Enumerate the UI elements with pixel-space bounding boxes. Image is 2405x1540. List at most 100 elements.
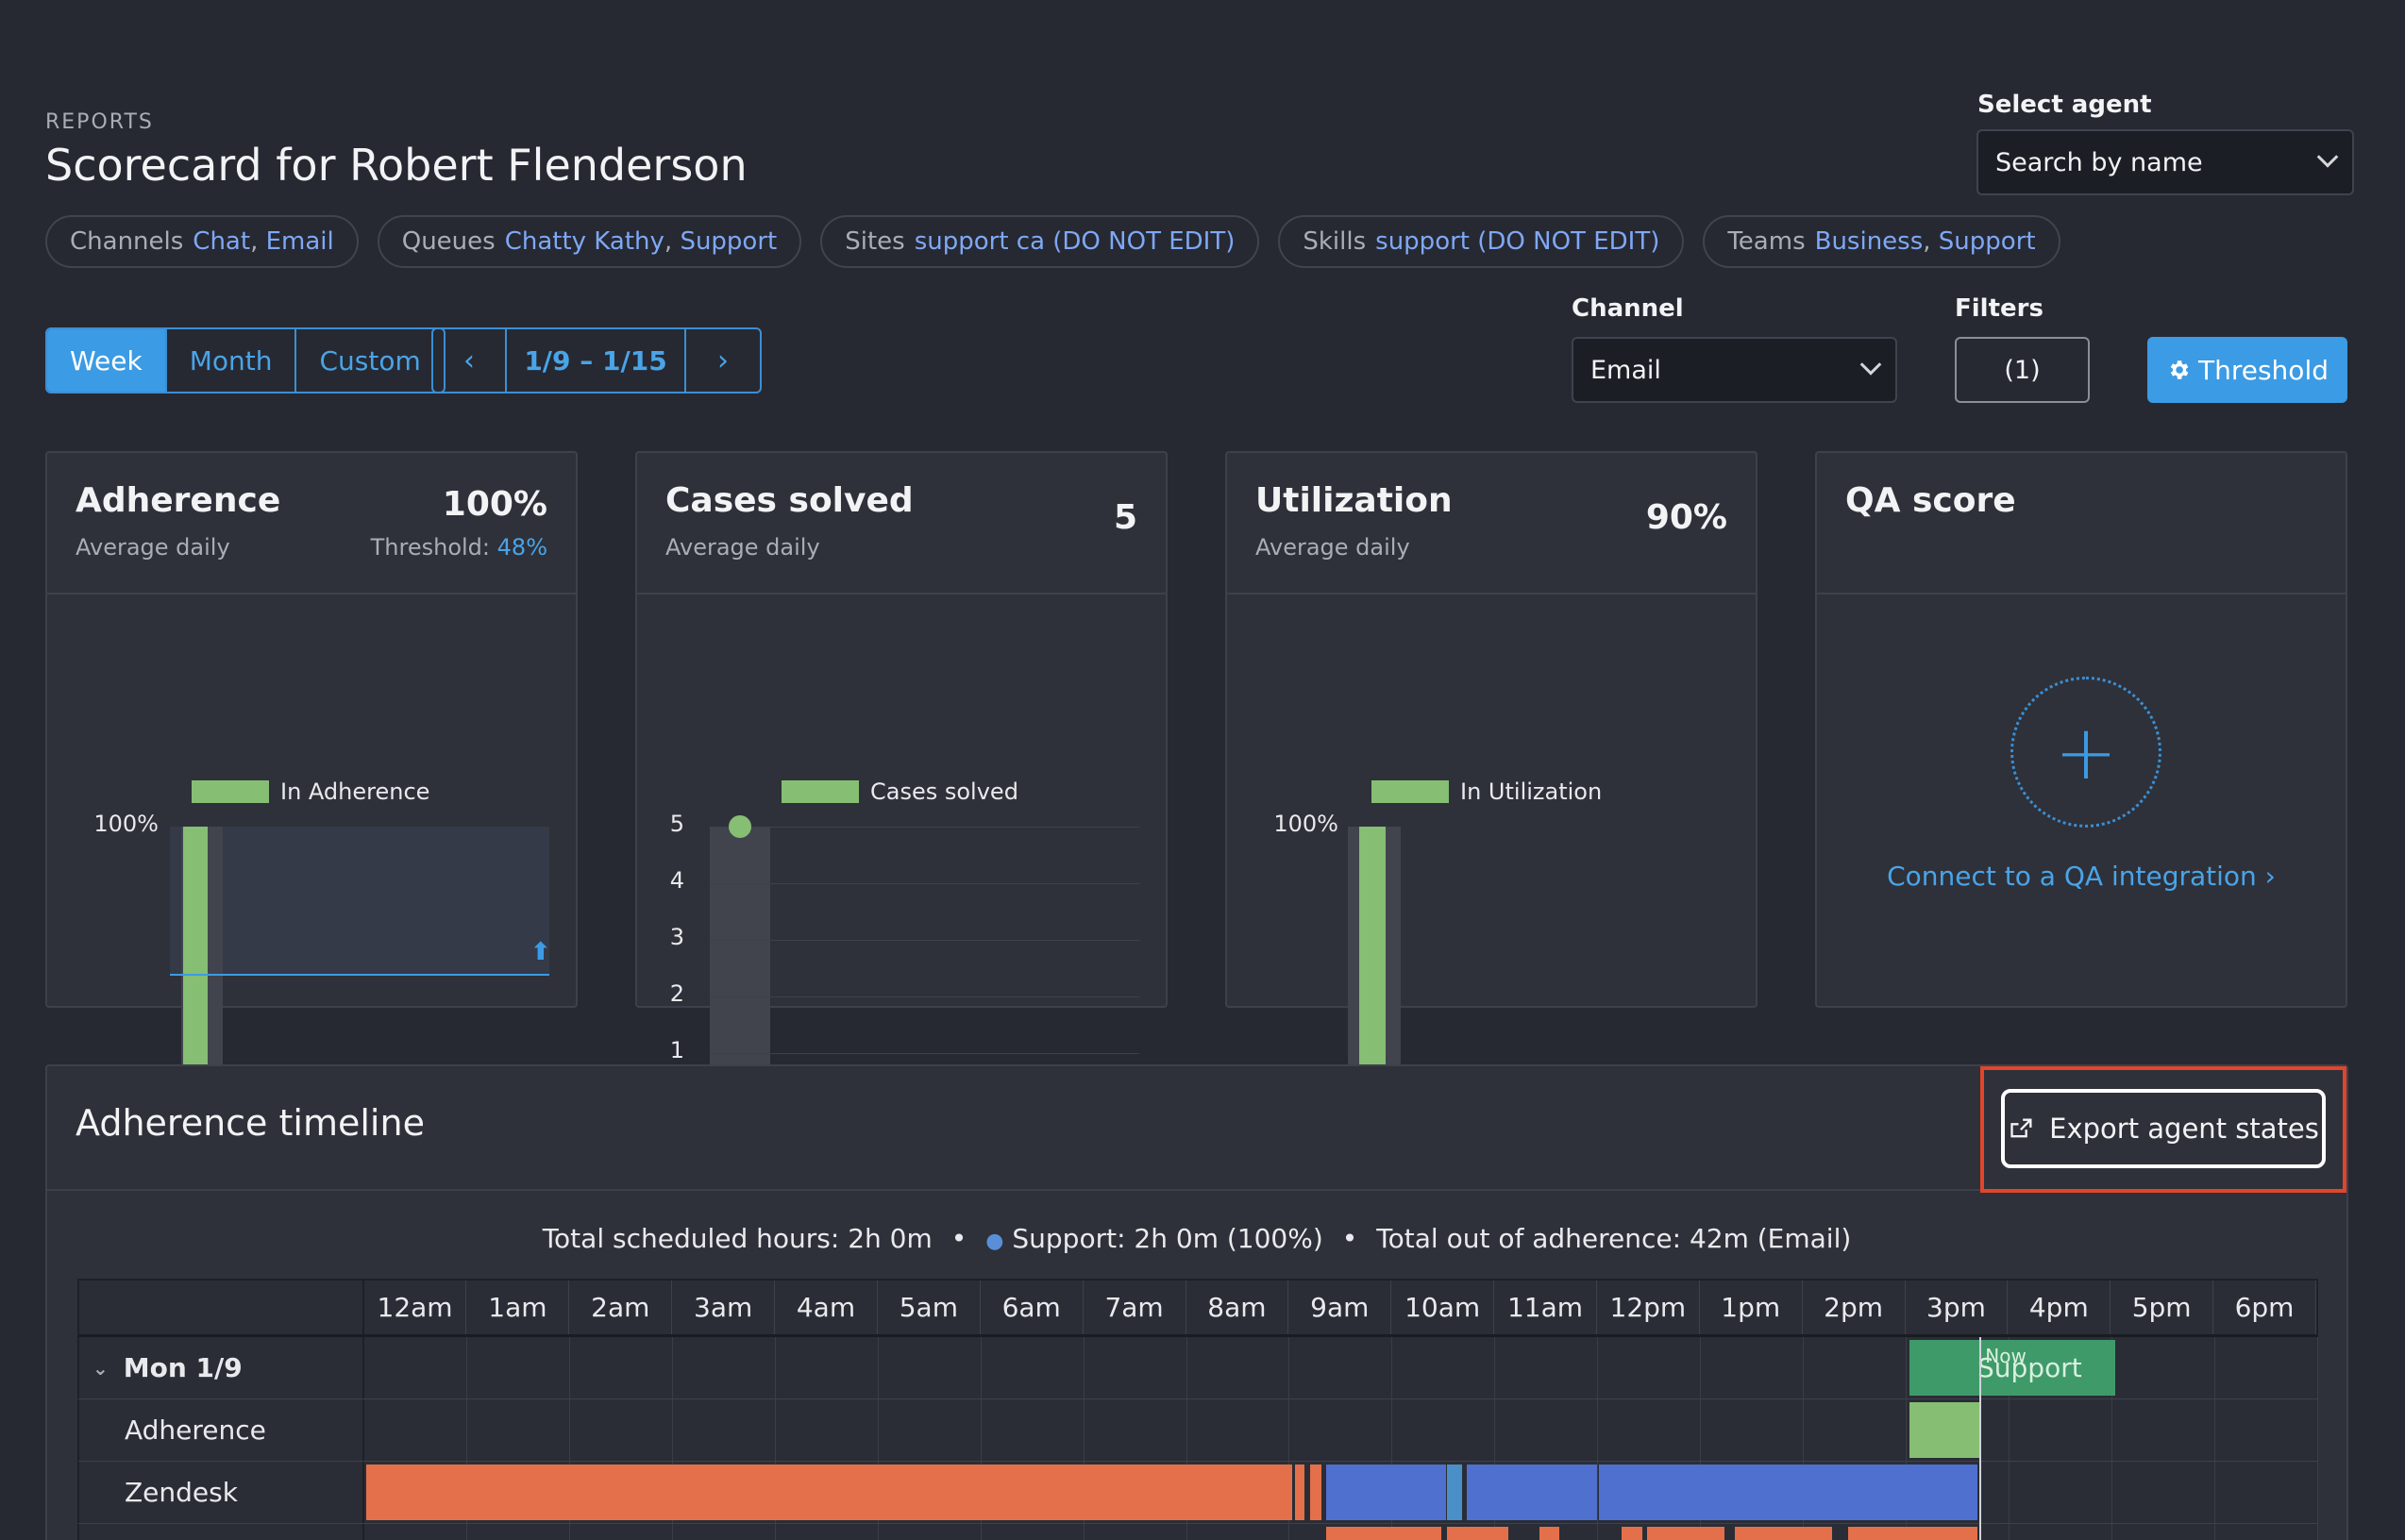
hour-cell <box>1392 1337 1496 1398</box>
channel-value: Email <box>1590 355 1661 385</box>
hour-label: 8am <box>1186 1281 1289 1334</box>
hour-label: 1am <box>466 1281 570 1334</box>
in-adherence-block[interactable] <box>1909 1402 1982 1458</box>
y-tick-label: 4 <box>669 867 684 894</box>
email-state-block[interactable] <box>1467 1465 1597 1520</box>
email-state-block[interactable] <box>1598 1465 1977 1520</box>
out-of-adherence-block[interactable] <box>1847 1527 1977 1540</box>
chart-legend: Cases solved <box>782 778 1018 805</box>
email-state-block[interactable] <box>1446 1465 1462 1520</box>
connect-qa-link[interactable]: Connect to a QA integration › <box>1887 861 2276 892</box>
speech-icon: ● <box>985 1230 1004 1253</box>
tab-month[interactable]: Month <box>167 329 297 392</box>
channel-label: Channel <box>1572 294 1684 323</box>
legend-label: Cases solved <box>870 778 1018 805</box>
out-of-adherence-block[interactable] <box>366 1465 1292 1520</box>
agent-search-value: Search by name <box>1995 147 2203 177</box>
out-of-adherence-block[interactable] <box>1309 1465 1321 1520</box>
hour-cell <box>2215 1524 2318 1540</box>
gridline <box>710 940 1139 941</box>
hour-cell <box>879 1337 982 1398</box>
hour-label: 2am <box>569 1281 673 1334</box>
threshold-button[interactable]: Threshold <box>2147 337 2347 403</box>
chip-teams[interactable]: Teams Business, Support <box>1703 215 2060 268</box>
gridline <box>710 883 1139 884</box>
y-tick-label: 1 <box>669 1037 684 1063</box>
period-tabs: Week Month Custom <box>45 327 446 393</box>
agent-search-dropdown[interactable]: Search by name <box>1976 129 2354 195</box>
card-value: 100% <box>442 485 547 524</box>
chip-queues[interactable]: Queues Chatty Kathy, Support <box>377 215 802 268</box>
tab-week[interactable]: Week <box>47 329 167 392</box>
email-state-block[interactable] <box>1325 1465 1447 1520</box>
filters-button[interactable]: (1) <box>1955 337 2090 403</box>
y-tick-top: 100% <box>1273 811 1338 837</box>
hour-cell <box>364 1399 467 1461</box>
day-toggle[interactable]: ⌄ Mon 1/9 <box>79 1337 364 1398</box>
hour-cell <box>673 1337 776 1398</box>
hour-label: 12am <box>364 1281 467 1334</box>
out-of-adherence-block[interactable] <box>1325 1527 1442 1540</box>
hour-label: 2pm <box>1803 1281 1906 1334</box>
qa-score-card: QA score + Connect to a QA integration › <box>1815 451 2347 1008</box>
hour-cell <box>2010 1399 2113 1461</box>
chip-sites[interactable]: Sites support ca (DO NOT EDIT) <box>820 215 1260 268</box>
hour-cell <box>1598 1399 1702 1461</box>
hour-label: 10am <box>1391 1281 1495 1334</box>
out-of-adherence-block[interactable] <box>1647 1527 1724 1540</box>
chip-channels[interactable]: Channels Chat, Email <box>45 215 359 268</box>
hour-cell <box>570 1524 673 1540</box>
bar-background <box>710 827 770 1110</box>
legend-swatch <box>1371 780 1449 803</box>
card-title: Adherence <box>76 481 281 520</box>
export-agent-states-button[interactable]: Export agent states <box>2001 1089 2326 1168</box>
hour-label: 5pm <box>2111 1281 2214 1334</box>
hour-cell <box>1701 1399 1805 1461</box>
hour-cell <box>1187 1337 1290 1398</box>
adherence-row: Adherence <box>77 1399 2318 1462</box>
hour-label: 11am <box>1494 1281 1597 1334</box>
legend-swatch <box>782 780 859 803</box>
legend-swatch <box>192 780 269 803</box>
hour-cell <box>1289 1399 1393 1461</box>
card-subtitle: Average daily <box>665 534 820 561</box>
card-title: QA score <box>1845 481 2016 520</box>
tab-custom[interactable]: Custom <box>319 344 421 377</box>
hour-cell <box>2215 1337 2318 1398</box>
chevron-down-icon <box>2316 146 2339 168</box>
export-button-label: Export agent states <box>2049 1113 2319 1145</box>
hour-cell <box>1392 1399 1496 1461</box>
next-period-button[interactable]: › <box>717 343 729 377</box>
threshold-line <box>170 974 549 976</box>
channel-dropdown[interactable]: Email <box>1572 337 1897 403</box>
add-integration-button[interactable]: + <box>2010 677 2161 828</box>
chevron-down-icon <box>1859 354 1882 376</box>
out-of-adherence-block[interactable] <box>1295 1465 1305 1520</box>
timeline-title: Adherence timeline <box>76 1102 425 1144</box>
prev-period-button[interactable]: ‹ <box>433 329 507 392</box>
out-of-adherence-block[interactable] <box>1446 1527 1508 1540</box>
support-schedule-block[interactable]: Support <box>1909 1340 2115 1396</box>
hour-label: 6pm <box>2213 1281 2316 1334</box>
hour-cell <box>2215 1462 2318 1523</box>
hour-label: 6am <box>981 1281 1084 1334</box>
out-of-adherence-block[interactable] <box>1539 1527 1560 1540</box>
out-of-adherence-block[interactable] <box>1734 1527 1833 1540</box>
utilization-card: Utilization Average daily 90% In Utiliza… <box>1225 451 1758 1120</box>
hour-cell <box>1289 1337 1393 1398</box>
chevron-down-icon: ⌄ <box>92 1356 109 1380</box>
hour-label: 3am <box>672 1281 776 1334</box>
hour-cell <box>2112 1524 2216 1540</box>
hour-cell <box>570 1399 673 1461</box>
threshold-button-label: Threshold <box>2198 354 2329 386</box>
timeline-summary: Total scheduled hours: 2h 0m • ● Support: … <box>542 1223 1852 1254</box>
plus-icon: + <box>2054 708 2118 796</box>
day-row: ⌄ Mon 1/9 Support <box>77 1337 2318 1399</box>
cases-solved-card: Cases solved Average daily 5 Cases solve… <box>635 451 1168 1120</box>
row-label: Zendesk <box>79 1462 364 1523</box>
adherence-bar <box>183 827 208 1110</box>
chip-skills[interactable]: Skills support (DO NOT EDIT) <box>1278 215 1685 268</box>
hour-cell <box>1804 1399 1908 1461</box>
out-of-adherence-block[interactable] <box>1621 1527 1642 1540</box>
date-range[interactable]: 1/9 – 1/15 <box>507 329 686 392</box>
